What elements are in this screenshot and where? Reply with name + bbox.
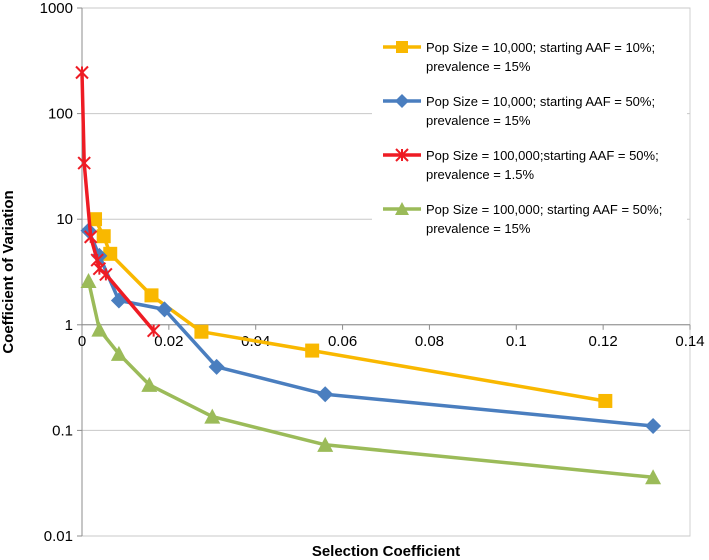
legend-label: prevalence = 1.5%	[426, 167, 534, 182]
x-tick-label: 0	[78, 333, 86, 350]
data-point	[77, 156, 91, 170]
data-point	[317, 436, 334, 452]
series-2	[80, 222, 662, 435]
data-point	[91, 321, 108, 337]
y-tick-label: 10	[56, 211, 73, 228]
data-point	[96, 229, 111, 244]
data-point	[146, 323, 161, 338]
x-tick-label: 0.1	[506, 333, 527, 350]
legend-entry-1: Pop Size = 10,000; starting AAF = 10%; pr…	[383, 40, 655, 74]
series-1	[88, 212, 613, 408]
x-axis-title: Selection Coefficient	[312, 543, 460, 560]
data-point	[103, 246, 118, 261]
data-point	[90, 253, 104, 267]
y-tick-label: 0.1	[52, 422, 73, 439]
legend-label: Pop Size = 10,000; starting AAF = 50%;	[426, 94, 655, 109]
legend-label: Pop Size = 100,000; starting AAF = 50%;	[426, 202, 662, 217]
data-point	[598, 393, 613, 408]
data-point	[396, 41, 408, 53]
y-tick-label: 1000	[40, 0, 73, 17]
x-tick-label: 0.12	[589, 333, 618, 350]
y-tick-label: 0.01	[44, 528, 73, 545]
x-tick-label: 0.14	[675, 333, 704, 350]
legend-entry-4: Pop Size = 100,000; starting AAF = 50%; p…	[383, 202, 662, 236]
data-point	[99, 267, 113, 282]
data-point	[645, 418, 662, 435]
data-point	[83, 230, 98, 244]
data-point	[141, 376, 158, 392]
data-point	[144, 288, 159, 303]
data-point	[645, 469, 662, 485]
legend-label: prevalence = 15%	[426, 221, 531, 236]
legend-entry-3: Pop Size = 100,000;starting AAF = 50%; pr…	[383, 148, 659, 182]
legend-label: Pop Size = 10,000; starting AAF = 10%;	[426, 40, 655, 55]
legend-label: prevalence = 15%	[426, 113, 531, 128]
legend-box	[372, 30, 687, 250]
data-point	[395, 94, 409, 108]
series-4	[80, 272, 662, 485]
data-point	[110, 345, 127, 361]
data-point	[395, 148, 409, 162]
x-tick-label: 0.08	[415, 333, 444, 350]
data-point	[156, 301, 173, 318]
data-point	[75, 65, 89, 80]
x-tick-label: 0.02	[154, 333, 183, 350]
x-axis: 0 0.02 0.04 0.06 0.08 0.1 0.12 0.14	[78, 324, 705, 350]
data-point	[194, 324, 209, 339]
legend: Pop Size = 10,000; starting AAF = 10%; pr…	[372, 30, 687, 250]
data-point	[395, 202, 409, 215]
legend-entry-2: Pop Size = 10,000; starting AAF = 50%; pr…	[383, 94, 655, 128]
data-point	[305, 343, 320, 358]
series-layer	[75, 65, 662, 485]
series-3	[75, 65, 161, 338]
legend-label: Pop Size = 100,000;starting AAF = 50%;	[426, 148, 659, 163]
legend-label: prevalence = 15%	[426, 59, 531, 74]
data-point	[88, 212, 103, 227]
y-tick-label: 1	[65, 317, 73, 334]
y-tick-label: 100	[48, 106, 73, 123]
x-tick-label: 0.06	[328, 333, 357, 350]
data-point	[204, 408, 221, 424]
data-point	[208, 358, 225, 375]
data-point	[317, 386, 334, 403]
data-point	[80, 272, 97, 288]
y-axis: 0.01 0.1 1 10 100 1000	[40, 0, 83, 545]
y-axis-title: Coefficient of Variation	[0, 190, 17, 353]
